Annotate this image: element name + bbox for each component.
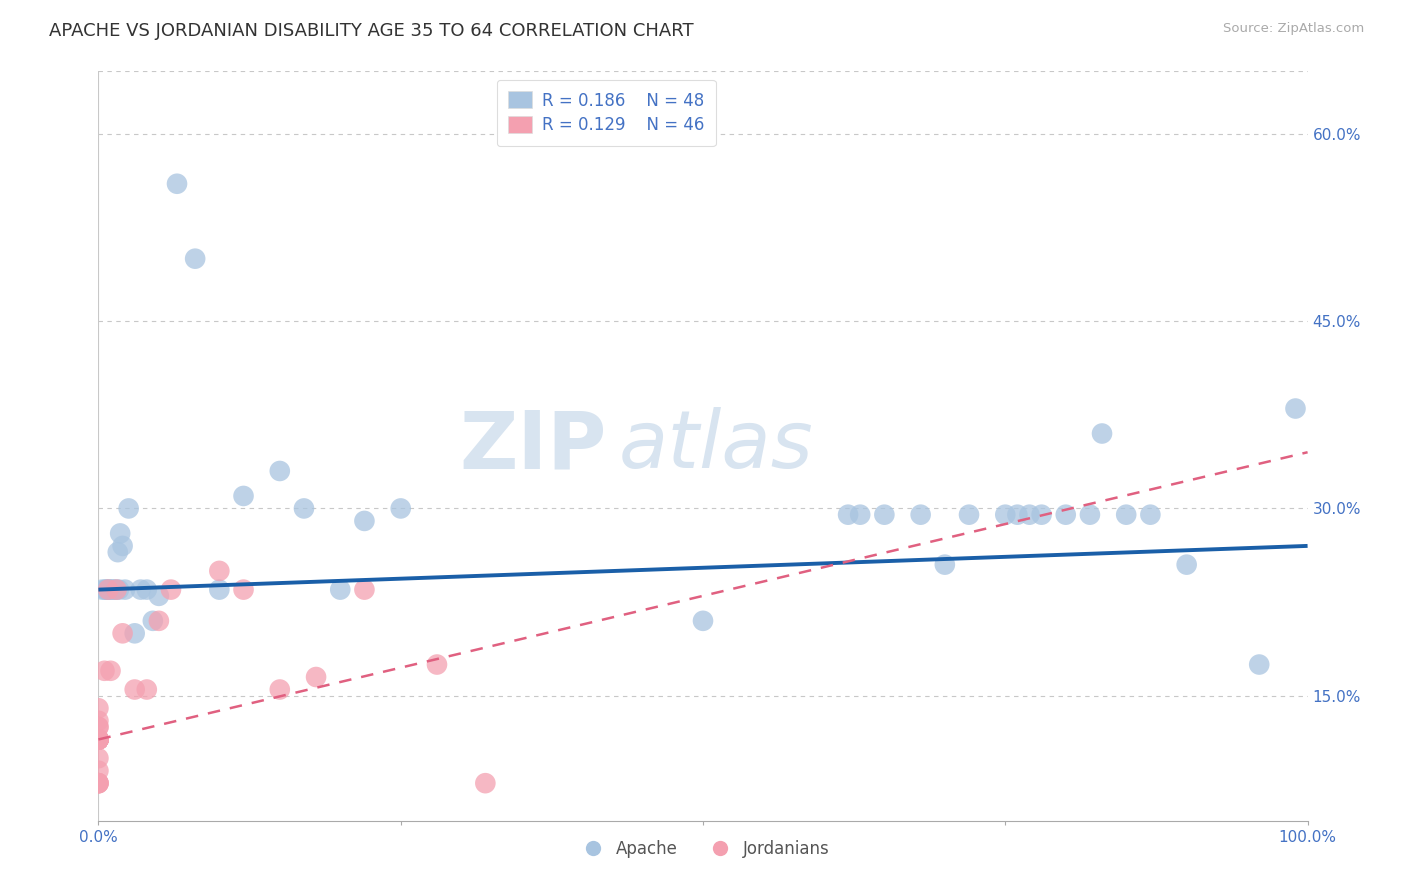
Point — [87, 732, 110, 747]
Point — [934, 558, 956, 572]
Point — [87, 776, 110, 790]
Point — [114, 582, 136, 597]
Point — [87, 720, 110, 734]
Text: atlas: atlas — [619, 407, 813, 485]
Point — [1007, 508, 1029, 522]
Text: Source: ZipAtlas.com: Source: ZipAtlas.com — [1223, 22, 1364, 36]
Point — [232, 489, 254, 503]
Point — [837, 508, 859, 522]
Point — [87, 732, 110, 747]
Point — [87, 776, 110, 790]
Point — [1091, 426, 1114, 441]
Point — [87, 732, 110, 747]
Point — [142, 614, 165, 628]
Point — [87, 751, 110, 765]
Point — [353, 514, 375, 528]
Point — [1054, 508, 1077, 522]
Point — [232, 582, 254, 597]
Point — [1078, 508, 1101, 522]
Point — [148, 614, 170, 628]
Point — [87, 732, 110, 747]
Point — [91, 582, 114, 597]
Point — [87, 701, 110, 715]
Point — [389, 501, 412, 516]
Point — [1139, 508, 1161, 522]
Point — [87, 732, 110, 747]
Point — [87, 732, 110, 747]
Point — [849, 508, 872, 522]
Point — [87, 732, 110, 747]
Point — [957, 508, 980, 522]
Point — [426, 657, 449, 672]
Point — [87, 776, 110, 790]
Point — [353, 582, 375, 597]
Point — [87, 732, 110, 747]
Point — [98, 582, 121, 597]
Point — [101, 582, 124, 597]
Point — [87, 764, 110, 778]
Point — [100, 582, 122, 597]
Point — [87, 732, 110, 747]
Point — [87, 732, 110, 747]
Point — [107, 545, 129, 559]
Text: ZIP: ZIP — [458, 407, 606, 485]
Point — [105, 582, 128, 597]
Point — [93, 664, 115, 678]
Point — [129, 582, 152, 597]
Point — [108, 582, 131, 597]
Point — [87, 732, 110, 747]
Text: APACHE VS JORDANIAN DISABILITY AGE 35 TO 64 CORRELATION CHART: APACHE VS JORDANIAN DISABILITY AGE 35 TO… — [49, 22, 693, 40]
Point — [87, 732, 110, 747]
Point — [108, 526, 131, 541]
Point — [1018, 508, 1040, 522]
Point — [94, 582, 117, 597]
Point — [97, 582, 120, 597]
Point — [124, 682, 146, 697]
Point — [269, 682, 291, 697]
Point — [87, 776, 110, 790]
Point — [135, 682, 157, 697]
Point — [160, 582, 183, 597]
Point — [87, 732, 110, 747]
Point — [94, 582, 117, 597]
Point — [118, 501, 141, 516]
Point — [1175, 558, 1198, 572]
Point — [87, 720, 110, 734]
Point — [1115, 508, 1137, 522]
Legend: Apache, Jordanians: Apache, Jordanians — [569, 833, 837, 864]
Point — [269, 464, 291, 478]
Point — [1031, 508, 1053, 522]
Point — [87, 732, 110, 747]
Point — [87, 732, 110, 747]
Point — [111, 539, 134, 553]
Point — [184, 252, 207, 266]
Point — [994, 508, 1017, 522]
Point — [87, 732, 110, 747]
Point — [166, 177, 188, 191]
Point — [292, 501, 315, 516]
Point — [105, 582, 128, 597]
Point — [87, 732, 110, 747]
Point — [103, 582, 125, 597]
Point — [111, 626, 134, 640]
Point — [87, 714, 110, 728]
Point — [873, 508, 896, 522]
Point — [87, 732, 110, 747]
Point — [692, 614, 714, 628]
Point — [305, 670, 328, 684]
Point — [124, 626, 146, 640]
Point — [910, 508, 932, 522]
Point — [135, 582, 157, 597]
Point — [208, 582, 231, 597]
Point — [329, 582, 352, 597]
Point — [474, 776, 496, 790]
Point — [1249, 657, 1271, 672]
Point — [87, 732, 110, 747]
Point — [208, 564, 231, 578]
Point — [100, 664, 122, 678]
Point — [97, 582, 120, 597]
Point — [148, 589, 170, 603]
Point — [87, 732, 110, 747]
Point — [1284, 401, 1306, 416]
